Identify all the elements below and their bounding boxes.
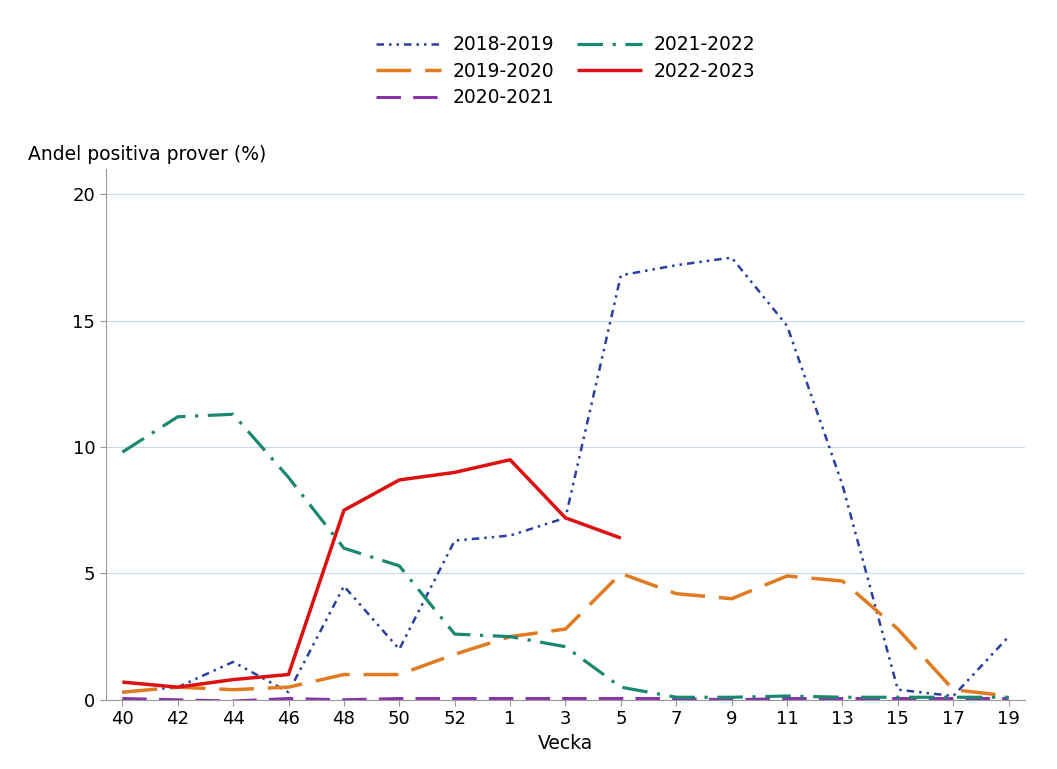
2020-2021 [282,694,295,703]
2018-2019 [282,687,295,697]
2022-2023 [393,475,406,484]
2019-2020 [282,683,295,692]
Line: 2020-2021: 2020-2021 [123,698,1008,701]
2021-2022 [282,473,295,482]
2019-2020 [116,687,129,697]
Line: 2019-2020: 2019-2020 [123,574,1008,696]
2020-2021 [891,694,904,703]
2018-2019 [836,481,849,490]
2019-2020 [559,624,572,634]
2018-2019 [947,691,960,701]
2022-2023 [504,455,517,464]
2021-2022 [725,693,738,702]
2021-2022 [116,448,129,457]
2020-2021 [725,695,738,704]
2018-2019 [504,531,517,540]
2019-2020 [891,624,904,634]
2020-2021 [116,694,129,703]
2018-2019 [171,683,184,692]
2019-2020 [836,577,849,586]
2021-2022 [337,544,350,553]
2022-2023 [337,506,350,515]
2020-2021 [559,694,572,703]
X-axis label: Vecka: Vecka [538,734,593,753]
2021-2022 [171,412,184,421]
2020-2021 [836,694,849,703]
2021-2022 [227,410,240,419]
2021-2022 [891,693,904,702]
2019-2020 [947,685,960,694]
2020-2021 [393,694,406,703]
2020-2021 [504,694,517,703]
2018-2019 [559,513,572,522]
2019-2020 [171,683,184,692]
2020-2021 [337,695,350,704]
2020-2021 [448,694,461,703]
2022-2023 [227,675,240,684]
2021-2022 [670,693,683,702]
2018-2019 [227,657,240,667]
2019-2020 [614,569,627,578]
2021-2022 [504,632,517,641]
2019-2020 [725,594,738,604]
2019-2020 [227,685,240,694]
Line: 2022-2023: 2022-2023 [123,460,620,687]
2020-2021 [171,695,184,704]
2019-2020 [393,670,406,679]
2021-2022 [559,642,572,651]
2021-2022 [448,630,461,639]
Legend: 2018-2019, 2019-2020, 2020-2021, 2021-2022, 2022-2023: 2018-2019, 2019-2020, 2020-2021, 2021-20… [375,35,756,108]
2018-2019 [670,261,683,270]
Text: Andel positiva prover (%): Andel positiva prover (%) [27,145,265,164]
2022-2023 [116,677,129,687]
2022-2023 [614,534,627,543]
2021-2022 [393,561,406,571]
2020-2021 [670,694,683,703]
Line: 2018-2019: 2018-2019 [123,258,1008,696]
2018-2019 [116,687,129,697]
2018-2019 [1002,632,1015,641]
2019-2020 [448,650,461,659]
2019-2020 [1002,691,1015,701]
2018-2019 [393,644,406,654]
2019-2020 [337,670,350,679]
2018-2019 [781,321,794,331]
2019-2020 [504,632,517,641]
2021-2022 [947,693,960,702]
2018-2019 [614,271,627,280]
Line: 2021-2022: 2021-2022 [123,414,1008,697]
2019-2020 [670,589,683,598]
2020-2021 [1002,694,1015,703]
2019-2020 [781,571,794,581]
2022-2023 [171,683,184,692]
2021-2022 [781,691,794,701]
2018-2019 [448,536,461,545]
2020-2021 [227,697,240,706]
2022-2023 [559,513,572,522]
2022-2023 [282,670,295,679]
2020-2021 [781,694,794,703]
2022-2023 [448,468,461,477]
2018-2019 [337,581,350,591]
2018-2019 [725,253,738,262]
2021-2022 [836,693,849,702]
2020-2021 [947,694,960,703]
2021-2022 [1002,693,1015,702]
2018-2019 [891,685,904,694]
2021-2022 [614,683,627,692]
2020-2021 [614,694,627,703]
